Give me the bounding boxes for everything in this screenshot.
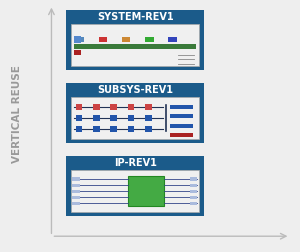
FancyBboxPatch shape xyxy=(110,126,117,132)
FancyBboxPatch shape xyxy=(128,176,164,206)
FancyBboxPatch shape xyxy=(74,51,81,56)
FancyBboxPatch shape xyxy=(71,25,199,67)
FancyBboxPatch shape xyxy=(72,184,80,187)
FancyBboxPatch shape xyxy=(72,202,80,205)
FancyBboxPatch shape xyxy=(76,105,82,111)
FancyBboxPatch shape xyxy=(168,38,177,43)
Text: IP-REV1: IP-REV1 xyxy=(114,157,157,167)
FancyBboxPatch shape xyxy=(72,196,80,199)
FancyBboxPatch shape xyxy=(76,126,82,132)
FancyBboxPatch shape xyxy=(190,202,197,205)
FancyBboxPatch shape xyxy=(74,37,81,44)
FancyBboxPatch shape xyxy=(99,38,107,43)
FancyBboxPatch shape xyxy=(145,105,152,111)
FancyBboxPatch shape xyxy=(190,196,197,199)
FancyBboxPatch shape xyxy=(72,190,80,193)
FancyBboxPatch shape xyxy=(93,115,100,121)
FancyBboxPatch shape xyxy=(71,170,199,212)
FancyBboxPatch shape xyxy=(66,11,204,71)
FancyBboxPatch shape xyxy=(169,124,193,128)
FancyBboxPatch shape xyxy=(74,45,196,50)
FancyBboxPatch shape xyxy=(122,38,130,43)
FancyBboxPatch shape xyxy=(128,105,134,111)
FancyBboxPatch shape xyxy=(72,178,80,181)
FancyBboxPatch shape xyxy=(190,190,197,193)
FancyBboxPatch shape xyxy=(190,178,197,181)
FancyBboxPatch shape xyxy=(190,184,197,187)
FancyBboxPatch shape xyxy=(110,115,117,121)
FancyBboxPatch shape xyxy=(93,105,100,111)
FancyBboxPatch shape xyxy=(169,134,193,138)
FancyBboxPatch shape xyxy=(110,105,117,111)
FancyBboxPatch shape xyxy=(128,115,134,121)
FancyBboxPatch shape xyxy=(71,98,199,140)
FancyBboxPatch shape xyxy=(66,156,204,216)
Text: SYSTEM-REV1: SYSTEM-REV1 xyxy=(97,12,173,22)
FancyBboxPatch shape xyxy=(145,115,152,121)
FancyBboxPatch shape xyxy=(76,38,84,43)
FancyBboxPatch shape xyxy=(169,115,193,119)
Text: VERTICAL REUSE: VERTICAL REUSE xyxy=(12,65,22,162)
FancyBboxPatch shape xyxy=(145,126,152,132)
Text: SUBSYS-REV1: SUBSYS-REV1 xyxy=(97,84,173,94)
FancyBboxPatch shape xyxy=(76,115,82,121)
FancyBboxPatch shape xyxy=(128,126,134,132)
FancyBboxPatch shape xyxy=(93,126,100,132)
FancyBboxPatch shape xyxy=(66,83,204,144)
FancyBboxPatch shape xyxy=(169,106,193,110)
FancyBboxPatch shape xyxy=(145,38,154,43)
